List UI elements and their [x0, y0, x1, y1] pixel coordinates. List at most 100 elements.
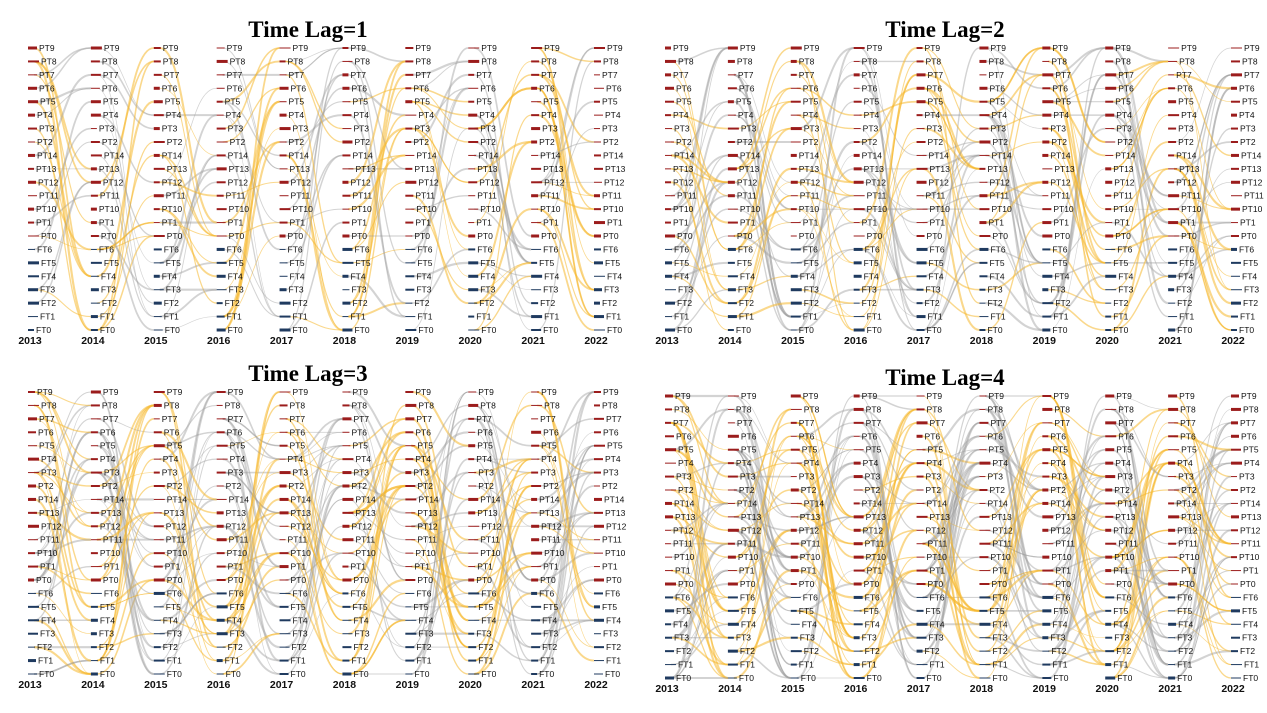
flow-link: [922, 502, 980, 666]
node-mark: [727, 408, 734, 410]
node-mark: [665, 100, 674, 103]
node-mark: [790, 127, 802, 131]
node-mark: [790, 141, 801, 143]
flow-link: [159, 458, 217, 622]
node-mark: [1231, 556, 1237, 559]
node-label: PT5: [989, 97, 1005, 107]
node-label: PT0: [417, 575, 433, 585]
node-label: FT0: [1243, 673, 1258, 683]
node-label: PT5: [928, 97, 944, 107]
node-mark: [1105, 569, 1112, 573]
flow-link: [859, 475, 917, 626]
sankey-plot: PT9PT8PT7PT6PT5PT4PT3PT2PT14PT13PT12PT11…: [655, 391, 1261, 695]
node-label: PT6: [543, 427, 559, 437]
node-mark: [594, 194, 600, 198]
node-label: PT5: [417, 441, 433, 451]
node-mark: [727, 87, 737, 90]
flow-link: [96, 74, 154, 130]
node-label: PT6: [1180, 431, 1196, 441]
flow-link: [474, 405, 532, 514]
node-label: PT10: [1181, 204, 1202, 214]
flow-link: [222, 114, 280, 224]
flow-link: [159, 431, 217, 662]
flow-link: [1174, 395, 1232, 545]
node-label: FT4: [416, 271, 431, 281]
flow-link: [733, 73, 792, 318]
year-tick-label: 2015: [144, 679, 168, 691]
flow-link: [1111, 235, 1169, 318]
node-label: PT3: [1117, 472, 1133, 482]
node-mark: [665, 462, 676, 464]
flow-link: [473, 417, 532, 581]
flow-link: [33, 47, 92, 278]
flow-link: [1111, 114, 1169, 318]
flow-link: [1048, 87, 1106, 251]
node-label: PT4: [226, 110, 242, 120]
node-mark: [916, 543, 926, 545]
node-label: FT2: [37, 642, 52, 652]
node-label: PT0: [991, 579, 1007, 589]
node-mark: [853, 235, 865, 237]
node-label: PT5: [290, 441, 306, 451]
node-label: PT7: [228, 414, 244, 424]
node-mark: [342, 180, 349, 184]
flow-link: [96, 632, 154, 648]
node-label: PT9: [163, 43, 179, 53]
node-mark: [531, 274, 543, 278]
node-mark: [727, 489, 737, 491]
flow-link: [222, 391, 280, 675]
year-tick-label: 2021: [521, 679, 545, 691]
node-label: PT6: [925, 431, 941, 441]
flow-link: [285, 498, 343, 621]
node-mark: [853, 153, 860, 157]
node-label: PT10: [1114, 552, 1135, 562]
node-mark: [916, 114, 923, 117]
node-label: PT4: [100, 454, 116, 464]
flow-link: [411, 390, 469, 447]
flow-link: [733, 422, 791, 652]
node-mark: [594, 100, 600, 103]
nodes-layer: PT9PT8PT7PT6PT5PT4PT3PT2PT14PT13PT12PT11…: [28, 43, 626, 335]
node-mark: [153, 485, 165, 487]
node-label: PT13: [739, 164, 760, 174]
node-label: PT4: [1115, 458, 1131, 468]
flow-link: [1048, 114, 1106, 305]
node-mark: [1105, 421, 1117, 425]
node-mark: [853, 475, 863, 479]
node-mark: [216, 114, 224, 116]
flow-link: [222, 235, 280, 304]
node-mark: [979, 74, 987, 76]
node-mark: [665, 609, 674, 613]
node-label: PT1: [290, 218, 306, 228]
flow-link: [733, 114, 791, 210]
node-mark: [531, 497, 538, 501]
flow-link: [859, 395, 917, 679]
node-mark: [90, 445, 98, 447]
node-label: PT13: [414, 164, 435, 174]
flow-link: [922, 462, 980, 545]
node-label: PT3: [602, 124, 618, 134]
node-label: FT0: [736, 325, 751, 335]
node-label: PT12: [866, 177, 887, 187]
flow-link: [796, 194, 854, 251]
node-label: PT13: [355, 508, 376, 518]
node-mark: [1042, 328, 1051, 332]
flow-link: [159, 181, 217, 197]
flow-link: [1174, 235, 1232, 277]
node-mark: [468, 288, 479, 292]
flow-link: [1048, 422, 1106, 477]
node-mark: [594, 497, 602, 501]
flow-link: [1173, 395, 1232, 599]
flow-link: [733, 435, 791, 665]
node-label: PT14: [167, 494, 188, 504]
flow-link: [670, 154, 728, 277]
flow-link: [537, 566, 595, 621]
node-label: PT14: [539, 494, 560, 504]
flow-link: [222, 445, 280, 527]
flow-link: [411, 101, 469, 143]
node-mark: [153, 525, 164, 528]
node-label: FT0: [39, 669, 54, 679]
node-mark: [665, 141, 674, 143]
node-mark: [342, 140, 353, 144]
node-label: PT6: [1239, 83, 1255, 93]
